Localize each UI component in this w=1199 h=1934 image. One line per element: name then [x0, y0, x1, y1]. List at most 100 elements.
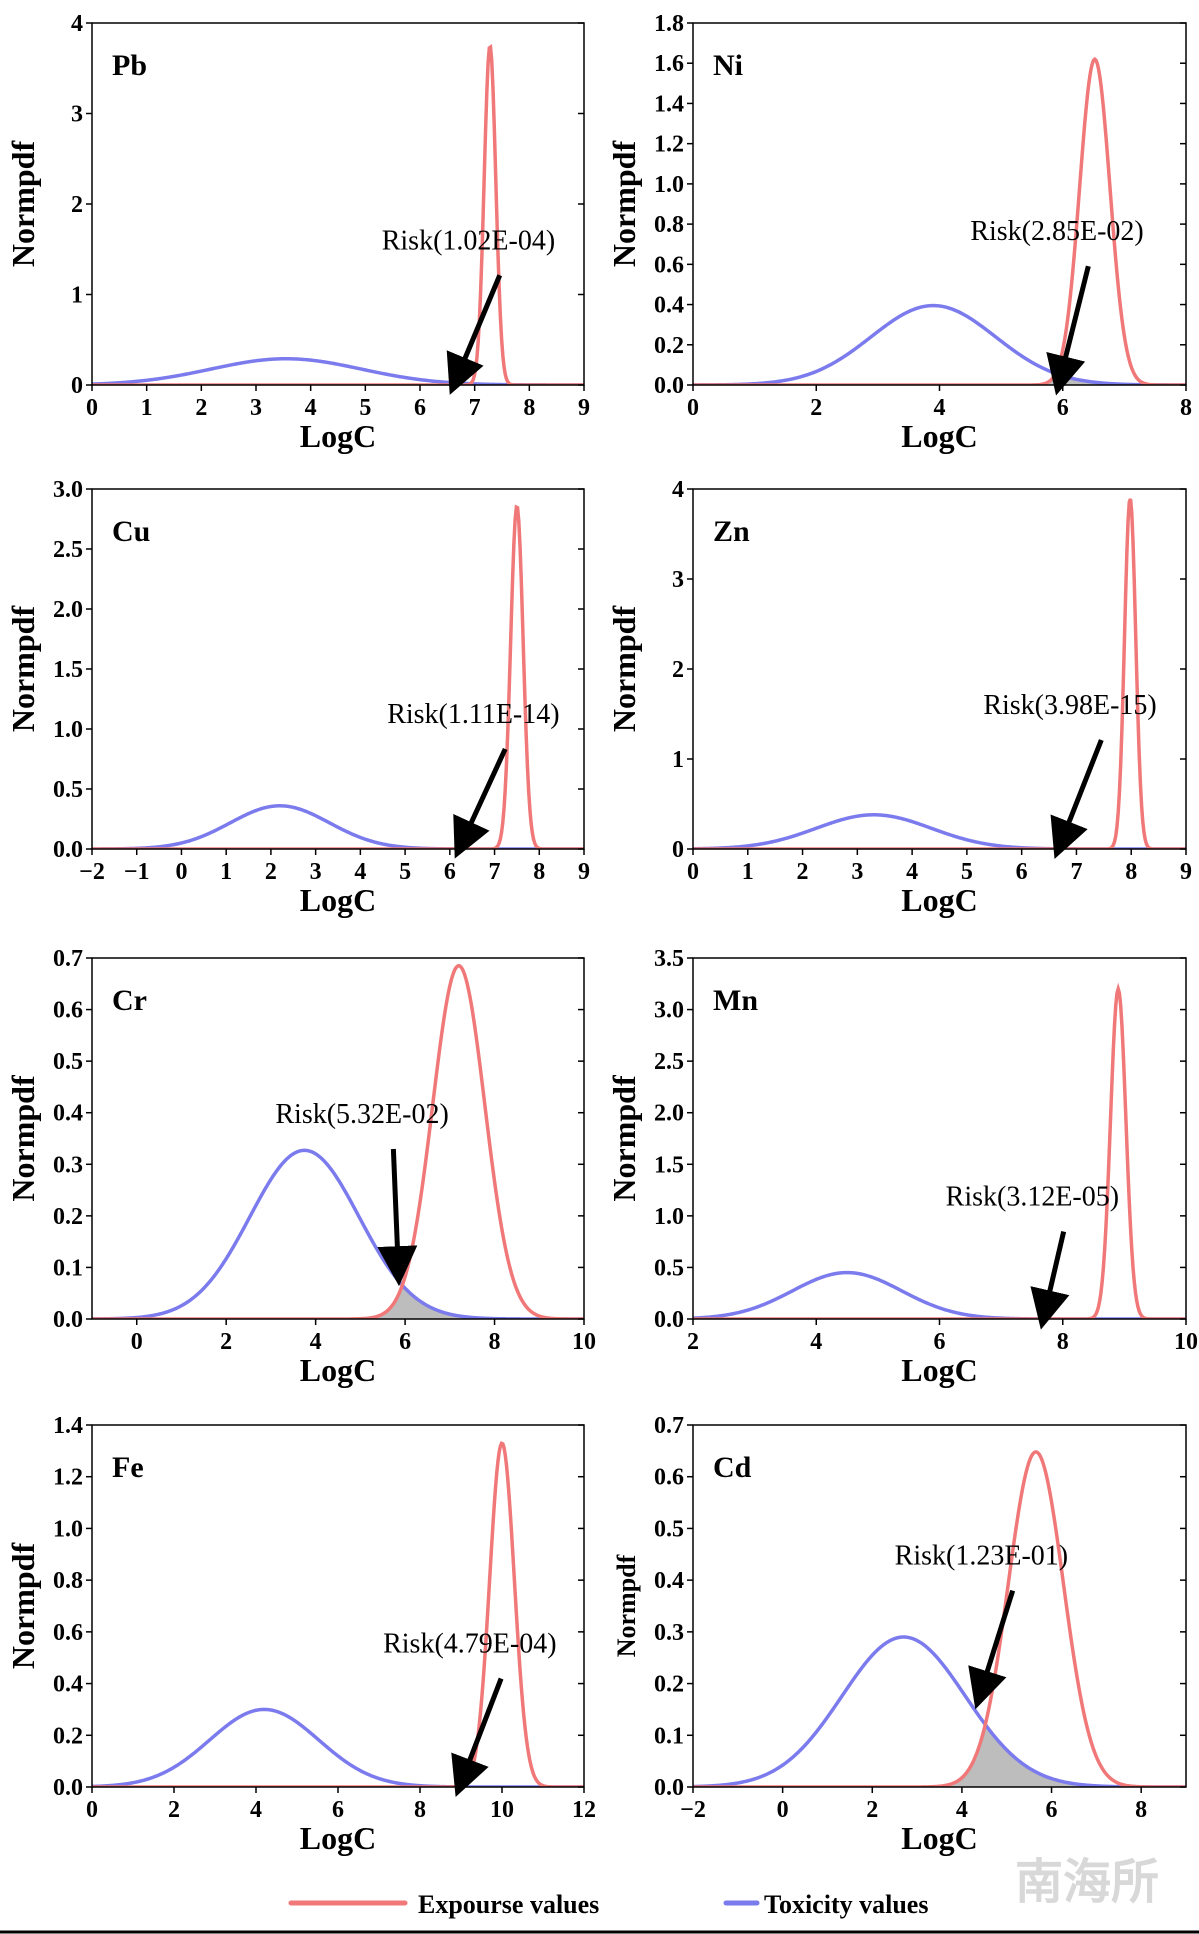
y-tick-label: 1.2: [53, 1465, 83, 1491]
x-tick-label: 2: [866, 1797, 878, 1823]
y-tick-label: 0.0: [654, 373, 684, 399]
risk-label: Risk(1.23E-01): [895, 1541, 1068, 1572]
panels: 0 1 2 3 4 5 6 7 8 901234LogCNormpdfPbRisk(1.02E-0…: [5, 11, 1198, 1856]
exposure-curve: [693, 56, 1186, 385]
y-tick-label: 0.0: [53, 1775, 83, 1801]
x-axis-title: LogC: [300, 418, 376, 454]
y-tick-label: 0.6: [53, 1620, 83, 1646]
plot-frame: [91, 1424, 585, 1788]
x-tick-label: 5: [961, 859, 973, 885]
y-tick-label: 0.4: [53, 1101, 83, 1127]
panel-ni: 0 2 4 6 8 0.0 0.2 0.4 0.6 0.8 1.0 1.2 1.4 1.6 1.8 LogC N…: [606, 11, 1192, 454]
x-tick-label: 8: [414, 1797, 426, 1823]
x-tick-label: −2: [79, 859, 105, 885]
plot-frame: [692, 1424, 1187, 1788]
y-tick-label: 0.1: [654, 1723, 684, 1749]
x-tick-label: 7: [469, 395, 481, 421]
x-tick-label: 6: [414, 395, 426, 421]
y-tick-label: 0.8: [654, 212, 684, 238]
risk-arrow: [1030, 1230, 1070, 1330]
x-tick-label: 6: [1046, 1797, 1058, 1823]
x-tick-label: 7: [1070, 859, 1082, 885]
x-tick-label: 8: [1125, 859, 1137, 885]
x-tick-label: 0: [131, 1329, 143, 1355]
y-tick-label: 3.0: [53, 477, 83, 503]
exposure-curve: [693, 498, 1186, 849]
risk-label: Risk(2.85E-02): [970, 216, 1143, 247]
risk-arrow: [453, 747, 508, 859]
y-tick-label: 0.7: [53, 946, 83, 972]
y-tick-label: 0.2: [53, 1204, 83, 1230]
exposure-curve: [92, 43, 584, 385]
y-tick-label: 1.6: [654, 51, 684, 77]
y-tick-label: 2: [71, 192, 83, 218]
x-tick-label: 6: [1057, 395, 1069, 421]
risk-arrow: [377, 1148, 418, 1287]
x-tick-label: 6: [934, 1329, 946, 1355]
y-tick-label: 0.5: [53, 1049, 83, 1075]
x-tick-label: 5: [359, 395, 371, 421]
y-tick-label: 2: [672, 657, 684, 683]
x-tick-label: 6: [1016, 859, 1028, 885]
y-tick-label: 0.5: [654, 1255, 684, 1281]
x-tick-label: 9: [578, 859, 590, 885]
x-tick-label: 6: [444, 859, 456, 885]
panel-cd: −2 0 2 4 6 8 0.0 0.1 0.2 0.3 0.4 0.5 0.6 0.7 LogC Normp…: [612, 1413, 1187, 1856]
y-tick-label: 1: [672, 747, 684, 773]
y-tick-label: 0.5: [53, 777, 83, 803]
y-tick-label: 2.5: [53, 537, 83, 563]
x-tick-label: 2: [195, 395, 207, 421]
risk-label: Risk(3.12E-05): [946, 1182, 1119, 1213]
x-tick-label: 7: [489, 859, 501, 885]
plot-frame: [91, 957, 585, 1320]
x-tick-label: 4: [354, 859, 366, 885]
x-tick-label: 8: [1180, 395, 1192, 421]
risk-arrow: [968, 1589, 1016, 1710]
y-axis-title: Normpdf: [5, 1543, 41, 1670]
y-axis-title: Normpdf: [606, 1075, 642, 1202]
y-tick-label: 1.0: [53, 1516, 83, 1542]
x-axis-title: LogC: [901, 1820, 977, 1856]
x-tick-label: −1: [124, 859, 150, 885]
y-tick-label: 3.0: [654, 998, 684, 1024]
y-tick-label: 0.2: [654, 333, 684, 359]
toxicity-curve: [92, 804, 584, 849]
x-tick-label: 10: [572, 1329, 596, 1355]
y-tick-label: 4: [71, 11, 83, 37]
toxicity-curve: [693, 1635, 1186, 1787]
plot-frame: [91, 22, 585, 386]
x-axis-title: LogC: [300, 882, 376, 918]
y-tick-label: 0.3: [654, 1620, 684, 1646]
x-tick-label: 2: [687, 1329, 699, 1355]
panel-cu: −2 −1 0 1 2 3 4 5 6 7 8 9 0.0 0.5 1.0 1.5 2.0 2.5 3.0 LogC N…: [5, 477, 590, 918]
y-axis-title: Normpdf: [606, 606, 642, 733]
y-tick-label: 0.7: [654, 1413, 684, 1439]
x-axis-title: LogC: [300, 1820, 376, 1856]
x-tick-label: 3: [310, 859, 322, 885]
y-tick-label: 0.0: [53, 837, 83, 863]
x-tick-label: 3: [851, 859, 863, 885]
panel-zn: 0 1 2 3 4 5 6 7 8 901234LogCNormpdfZnRisk(3.98E-1…: [606, 477, 1192, 918]
x-tick-label: 12: [572, 1797, 596, 1823]
x-tick-label: 8: [1135, 1797, 1147, 1823]
toxicity-curve: [693, 1270, 1186, 1319]
x-tick-label: 9: [1180, 859, 1192, 885]
panel-label: Mn: [713, 984, 758, 1017]
plot-frame: [692, 488, 1187, 850]
x-tick-label: 8: [489, 1329, 501, 1355]
panel-label: Cr: [112, 984, 147, 1017]
y-tick-label: 3: [672, 567, 684, 593]
x-tick-label: 0: [175, 859, 187, 885]
x-tick-label: 5: [399, 859, 411, 885]
x-tick-label: 4: [250, 1797, 262, 1823]
exposure-curve: [92, 504, 584, 849]
watermark: 南海所: [1015, 1854, 1159, 1910]
y-tick-label: 0.2: [53, 1723, 83, 1749]
y-axis-title: Normpdf: [5, 141, 41, 268]
risk-label: Risk(3.98E-15): [983, 690, 1156, 721]
risk-arrow: [451, 1677, 504, 1798]
x-tick-label: 4: [956, 1797, 968, 1823]
y-axis-title: Normpdf: [5, 606, 41, 733]
y-axis-title: Normpdf: [5, 1075, 41, 1202]
